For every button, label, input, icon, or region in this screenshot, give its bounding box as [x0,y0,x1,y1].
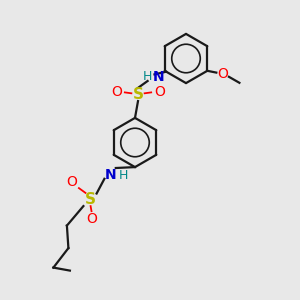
Text: H: H [118,169,128,182]
Text: H: H [143,70,152,83]
Text: O: O [218,68,228,81]
Text: O: O [154,85,165,99]
Text: S: S [85,192,95,207]
Text: S: S [133,87,143,102]
Text: O: O [111,85,122,99]
Text: N: N [105,168,116,182]
Text: N: N [153,70,164,84]
Text: O: O [66,175,77,189]
Text: O: O [86,212,97,226]
